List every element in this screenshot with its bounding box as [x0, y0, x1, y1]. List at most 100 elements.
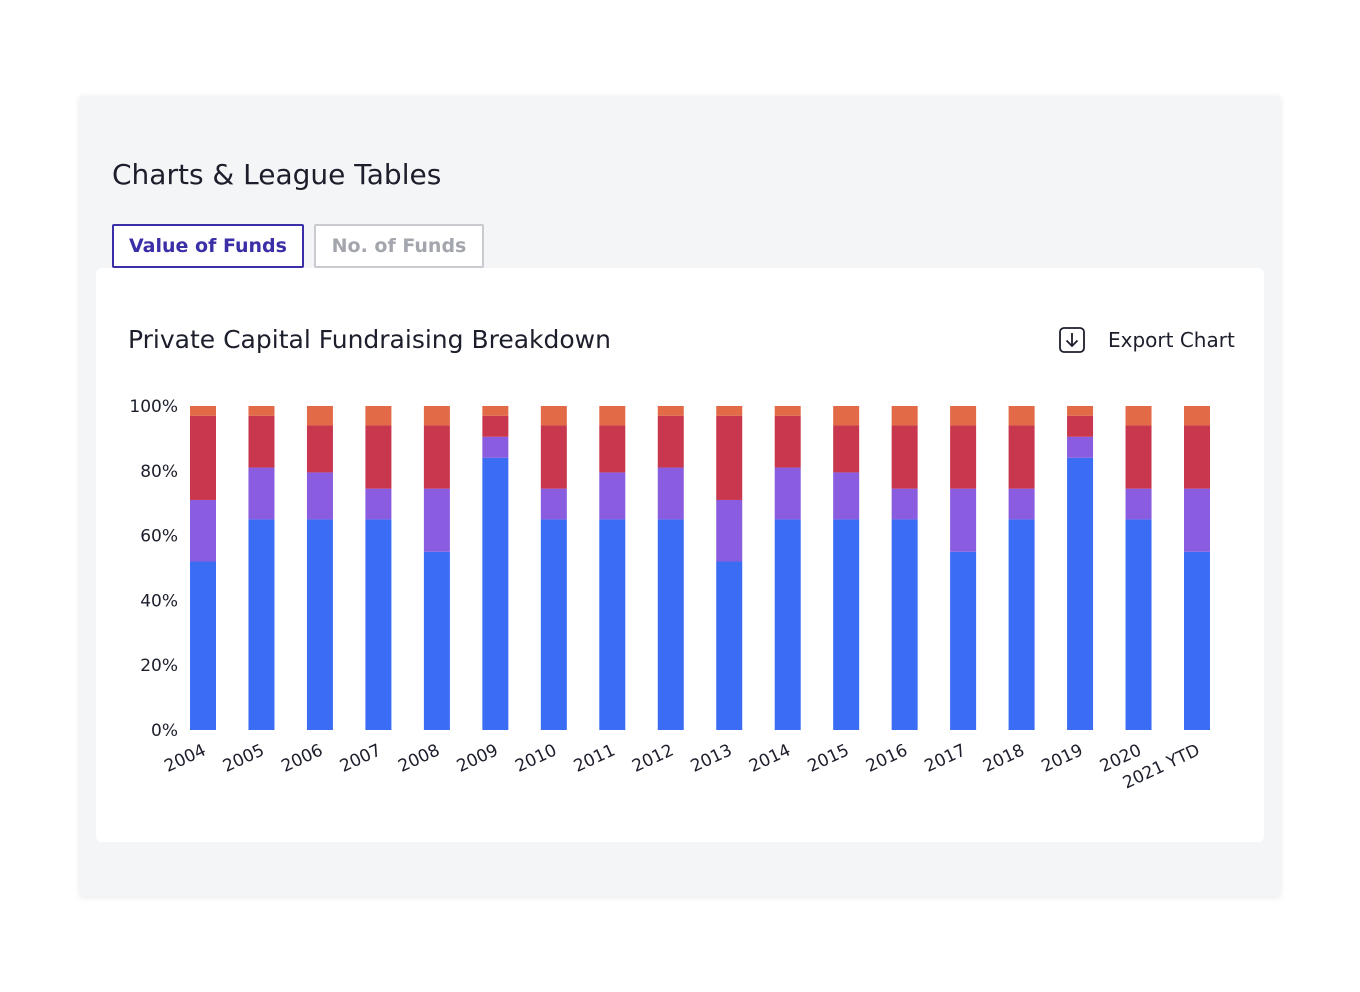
bar-segment[interactable]	[716, 415, 743, 500]
bar-segment[interactable]	[190, 499, 216, 562]
bar-segment[interactable]	[891, 406, 918, 426]
export-chart-button[interactable]: Export Chart	[1058, 324, 1235, 356]
x-tick-label: 2009	[454, 740, 502, 776]
bar-segment[interactable]	[306, 519, 333, 730]
bar-segment[interactable]	[190, 406, 216, 416]
bar-segment[interactable]	[540, 406, 567, 426]
x-tick-label: 2014	[746, 740, 794, 776]
bar-segment[interactable]	[1184, 488, 1210, 552]
bar-segment[interactable]	[891, 519, 918, 730]
x-tick-label: 2015	[805, 740, 853, 776]
bar-segment[interactable]	[365, 488, 392, 520]
bar-segment[interactable]	[1125, 488, 1152, 520]
bar-segment[interactable]	[482, 415, 509, 437]
bar-segment[interactable]	[1184, 551, 1210, 730]
bar-segment[interactable]	[716, 499, 743, 562]
x-tick-label: 2011	[571, 740, 619, 776]
x-tick-label: 2012	[629, 740, 677, 776]
bar-segment[interactable]	[1008, 406, 1035, 426]
y-tick-label: 80%	[140, 462, 178, 482]
y-tick-label: 40%	[140, 591, 178, 611]
x-tick-label: 2005	[220, 740, 268, 776]
bar-segment[interactable]	[423, 406, 450, 426]
bar-segment[interactable]	[365, 406, 392, 426]
y-tick-label: 20%	[140, 656, 178, 676]
bar-segment[interactable]	[306, 425, 333, 473]
bar-segment[interactable]	[716, 406, 743, 416]
y-tick-label: 100%	[129, 397, 178, 417]
bar-segment[interactable]	[248, 406, 275, 416]
x-tick-label: 2010	[512, 740, 560, 776]
bar-segment[interactable]	[599, 406, 626, 426]
bar-segment[interactable]	[248, 519, 275, 730]
bar-segment[interactable]	[365, 425, 392, 489]
bar-segment[interactable]	[1067, 436, 1094, 458]
bar-segment[interactable]	[248, 467, 275, 520]
x-tick-label: 2007	[337, 740, 385, 776]
bar-segment[interactable]	[599, 519, 626, 730]
bar-segment[interactable]	[833, 425, 860, 473]
x-tick-label: 2006	[278, 740, 326, 776]
bar-segment[interactable]	[482, 436, 509, 458]
bar-segment[interactable]	[774, 519, 801, 730]
bar-segment[interactable]	[657, 415, 684, 468]
export-chart-label: Export Chart	[1108, 328, 1235, 352]
x-tick-label: 2013	[688, 740, 736, 776]
bar-segment[interactable]	[891, 425, 918, 489]
x-tick-label: 2004	[161, 740, 209, 776]
bar-segment[interactable]	[423, 425, 450, 489]
y-tick-label: 0%	[151, 721, 178, 741]
bar-segment[interactable]	[950, 551, 977, 730]
bar-segment[interactable]	[950, 425, 977, 489]
bar-segment[interactable]	[774, 406, 801, 416]
bar-segment[interactable]	[1184, 406, 1210, 426]
bar-segment[interactable]	[1184, 425, 1210, 489]
bar-segment[interactable]	[774, 467, 801, 520]
bar-segment[interactable]	[306, 472, 333, 520]
bar-segment[interactable]	[1067, 406, 1094, 416]
bar-segment[interactable]	[190, 415, 216, 500]
bar-segment[interactable]	[306, 406, 333, 426]
bar-segment[interactable]	[482, 406, 509, 416]
bar-segment[interactable]	[1125, 519, 1152, 730]
bar-segment[interactable]	[190, 561, 216, 730]
bar-segment[interactable]	[423, 551, 450, 730]
bar-segment[interactable]	[891, 488, 918, 520]
bar-segment[interactable]	[540, 519, 567, 730]
bar-segment[interactable]	[716, 561, 743, 730]
bar-segment[interactable]	[657, 406, 684, 416]
tab-no-of-funds[interactable]: No. of Funds	[314, 224, 484, 268]
bar-segment[interactable]	[950, 488, 977, 552]
bar-segment[interactable]	[482, 457, 509, 730]
bar-segment[interactable]	[1008, 425, 1035, 489]
bar-segment[interactable]	[599, 472, 626, 520]
bar-segment[interactable]	[774, 415, 801, 468]
tab-value-of-funds[interactable]: Value of Funds	[112, 224, 304, 268]
bar-segment[interactable]	[1125, 425, 1152, 489]
x-tick-label: 2016	[863, 740, 911, 776]
x-tick-label: 2019	[1039, 740, 1087, 776]
bar-segment[interactable]	[950, 406, 977, 426]
bar-segment[interactable]	[599, 425, 626, 473]
bar-segment[interactable]	[1067, 415, 1094, 437]
bar-segment[interactable]	[1067, 457, 1094, 730]
download-icon	[1058, 326, 1086, 354]
chart-title: Private Capital Fundraising Breakdown	[128, 325, 611, 354]
bar-segment[interactable]	[248, 415, 275, 468]
x-tick-label: 2008	[395, 740, 443, 776]
bar-segment[interactable]	[540, 425, 567, 489]
bar-segment[interactable]	[657, 519, 684, 730]
section-title: Charts & League Tables	[112, 158, 442, 191]
bar-segment[interactable]	[540, 488, 567, 520]
bar-segment[interactable]	[657, 467, 684, 520]
bar-segment[interactable]	[1008, 488, 1035, 520]
bar-segment[interactable]	[423, 488, 450, 552]
bar-segment[interactable]	[833, 472, 860, 520]
bar-segment[interactable]	[833, 519, 860, 730]
bar-segment[interactable]	[1125, 406, 1152, 426]
bar-segment[interactable]	[833, 406, 860, 426]
bar-segment[interactable]	[1008, 519, 1035, 730]
y-tick-label: 60%	[140, 527, 178, 547]
bar-segment[interactable]	[365, 519, 392, 730]
